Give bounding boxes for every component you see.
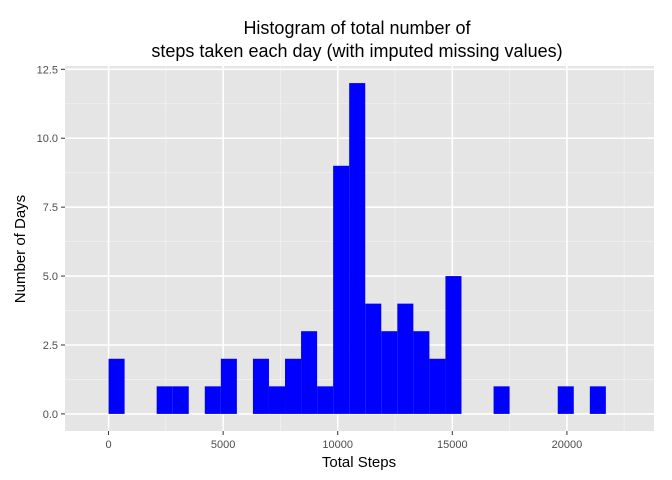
histogram-bar xyxy=(381,331,398,414)
chart-title-line-1: Histogram of total number of xyxy=(243,18,471,38)
histogram-bar xyxy=(268,386,286,414)
histogram-bar xyxy=(445,276,462,414)
y-tick-label: 7.5 xyxy=(43,202,58,214)
histogram-bar xyxy=(397,303,414,414)
x-tick-label: 5000 xyxy=(211,439,235,451)
y-axis-ticks: 0.0 2.5 5.0 7.5 10.0 12.5 xyxy=(37,64,65,421)
histogram-bar xyxy=(589,386,606,414)
histogram-bar xyxy=(557,386,574,414)
x-axis-title: Total Steps xyxy=(322,454,396,471)
chart-title-line-2: steps taken each day (with imputed missi… xyxy=(151,41,562,61)
histogram-bar xyxy=(349,83,366,414)
x-tick-label: 20000 xyxy=(552,439,583,451)
y-tick-label: 0.0 xyxy=(43,409,58,421)
histogram-bar xyxy=(317,386,334,414)
histogram-bar xyxy=(108,358,125,414)
y-tick-label: 10.0 xyxy=(37,133,58,145)
histogram-bar xyxy=(172,386,189,414)
y-tick-label: 2.5 xyxy=(43,340,58,352)
y-tick-label: 5.0 xyxy=(43,271,58,283)
y-axis-title: Number of Days xyxy=(12,195,29,303)
histogram-bar xyxy=(156,386,173,414)
histogram-bar xyxy=(301,331,318,414)
histogram-bar xyxy=(333,165,350,414)
x-tick-label: 15000 xyxy=(437,439,468,451)
histogram-bar xyxy=(493,386,510,414)
histogram-bar xyxy=(429,358,446,414)
histogram-bar xyxy=(365,303,382,414)
histogram-bar xyxy=(220,358,237,414)
histogram-bars xyxy=(108,83,606,414)
x-axis-ticks: 0 5000 10000 15000 20000 xyxy=(105,431,582,451)
histogram-bar xyxy=(285,358,302,414)
histogram-bar xyxy=(204,386,221,414)
x-tick-label: 10000 xyxy=(322,439,353,451)
x-tick-label: 0 xyxy=(105,439,111,451)
y-tick-label: 12.5 xyxy=(37,64,58,76)
histogram-bar xyxy=(252,358,269,414)
histogram-bar xyxy=(413,331,430,414)
